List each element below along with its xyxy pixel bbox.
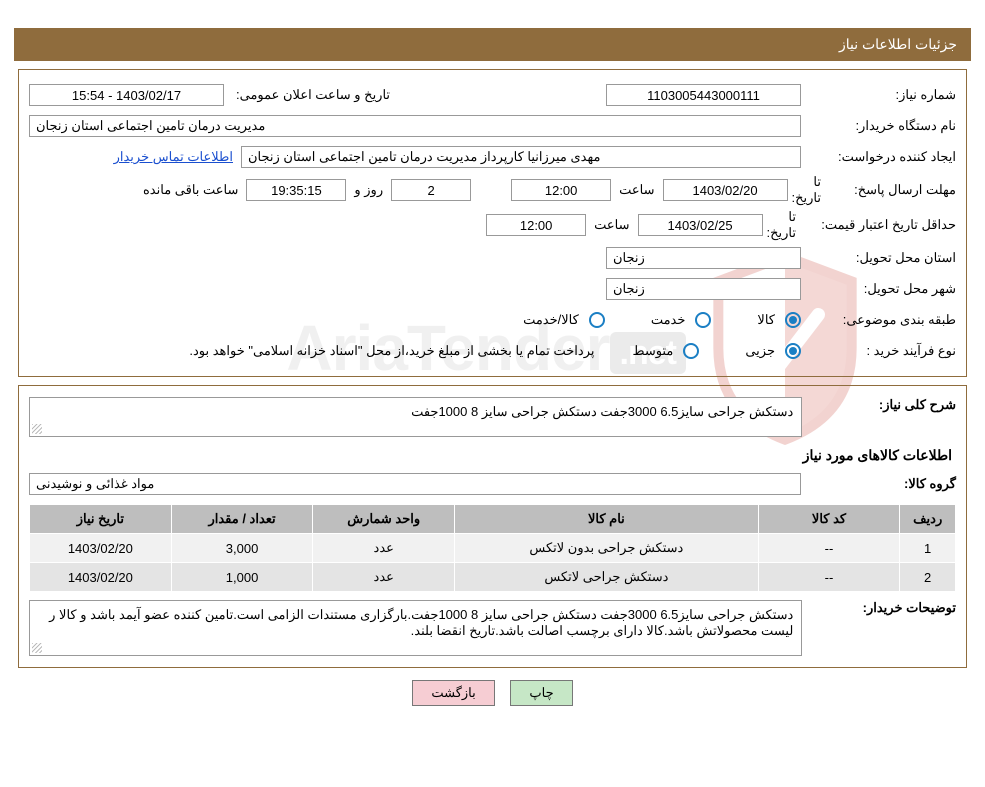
goods-table: ردیف کد کالا نام کالا واحد شمارش تعداد /… <box>29 504 956 592</box>
field-need-no: 1103005443000111 <box>606 84 801 106</box>
radio-proc-1-label: جزیی <box>739 343 781 359</box>
label-goods-group: گروه کالا: <box>801 476 956 492</box>
label-need-desc: شرح کلی نیاز: <box>802 397 956 413</box>
field-min-date: 1403/02/25 <box>638 214 763 236</box>
label-announce: تاریخ و ساعت اعلان عمومی: <box>230 87 390 103</box>
field-buyer: مدیریت درمان تامین اجتماعی استان زنجان <box>29 115 801 137</box>
th-code: کد کالا <box>758 505 900 534</box>
field-requester: مهدی میرزانیا کارپرداز مدیریت درمان تامی… <box>241 146 801 168</box>
label-city: شهر محل تحویل: <box>801 281 956 297</box>
radio-goods-service-label: کالا/خدمت <box>517 312 585 328</box>
field-city: زنجان <box>606 278 801 300</box>
table-row: 1 -- دستکش جراحی بدون لاتکس عدد 3,000 14… <box>30 534 956 563</box>
radio-goods-label: کالا <box>751 312 781 328</box>
label-province: استان محل تحویل: <box>801 250 956 266</box>
radio-goods[interactable] <box>785 312 801 328</box>
th-name: نام کالا <box>455 505 759 534</box>
heading-goods-info: اطلاعات کالاهای مورد نیاز <box>29 447 952 464</box>
field-deadline-time: 12:00 <box>511 179 611 201</box>
th-row: ردیف <box>900 505 956 534</box>
print-button[interactable]: چاپ <box>510 680 572 706</box>
radio-proc-2-label: متوسط <box>626 343 679 359</box>
resize-handle-icon[interactable] <box>32 424 42 434</box>
field-deadline-date: 1403/02/20 <box>663 179 788 201</box>
label-days-and: روز و <box>354 182 383 198</box>
field-announce: 1403/02/17 - 15:54 <box>29 84 224 106</box>
label-remaining: ساعت باقی مانده <box>143 182 238 198</box>
radio-proc-1[interactable] <box>785 343 801 359</box>
label-buyer: نام دستگاه خریدار: <box>801 118 956 134</box>
label-min-date: حداقل تاریخ اعتبار قیمت: <box>796 217 956 233</box>
back-button[interactable]: بازگشت <box>412 680 494 706</box>
resize-handle-icon[interactable] <box>32 643 42 653</box>
label-until-1: تاتاریخ: <box>792 174 821 206</box>
table-row: 2 -- دستکش جراحی لاتکس عدد 1,000 1403/02… <box>30 563 956 592</box>
label-time-2: ساعت <box>594 217 629 233</box>
label-proc-type: نوع فرآیند خرید : <box>801 343 956 359</box>
field-goods-group: مواد غذائی و نوشیدنی <box>29 473 801 495</box>
field-need-desc[interactable]: دستکش جراحی سایز6.5 3000جفت دستکش جراحی … <box>29 397 802 437</box>
link-buyer-contact[interactable]: اطلاعات تماس خریدار <box>114 149 233 165</box>
radio-proc-2[interactable] <box>683 343 699 359</box>
field-days: 2 <box>391 179 471 201</box>
button-row: چاپ بازگشت <box>0 680 985 706</box>
label-requester: ایجاد کننده درخواست: <box>801 149 956 165</box>
field-province: زنجان <box>606 247 801 269</box>
panel-header: جزئیات اطلاعات نیاز <box>14 28 971 61</box>
label-until-2: تاتاریخ: <box>767 209 796 241</box>
label-deadline: مهلت ارسال پاسخ: <box>821 182 956 198</box>
label-buyer-notes: توضیحات خریدار: <box>802 600 956 616</box>
radio-service[interactable] <box>695 312 711 328</box>
label-need-no: شماره نیاز: <box>801 87 956 103</box>
field-buyer-notes[interactable]: دستکش جراحی سایز6.5 3000جفت دستکش جراحی … <box>29 600 802 656</box>
label-time-1: ساعت <box>619 182 654 198</box>
th-date: تاریخ نیاز <box>30 505 172 534</box>
th-qty: تعداد / مقدار <box>171 505 313 534</box>
field-min-time: 12:00 <box>486 214 586 236</box>
form-panel-top: شماره نیاز: 1103005443000111 تاریخ و ساع… <box>18 69 967 377</box>
label-class: طبقه بندی موضوعی: <box>801 312 956 328</box>
radio-service-label: خدمت <box>645 312 692 328</box>
radio-goods-service[interactable] <box>589 312 605 328</box>
form-panel-bottom: شرح کلی نیاز: دستکش جراحی سایز6.5 3000جف… <box>18 385 967 668</box>
field-remain-time: 19:35:15 <box>246 179 346 201</box>
proc-note: پرداخت تمام یا بخشی از مبلغ خرید،از محل … <box>183 343 600 359</box>
th-unit: واحد شمارش <box>313 505 455 534</box>
table-header-row: ردیف کد کالا نام کالا واحد شمارش تعداد /… <box>30 505 956 534</box>
